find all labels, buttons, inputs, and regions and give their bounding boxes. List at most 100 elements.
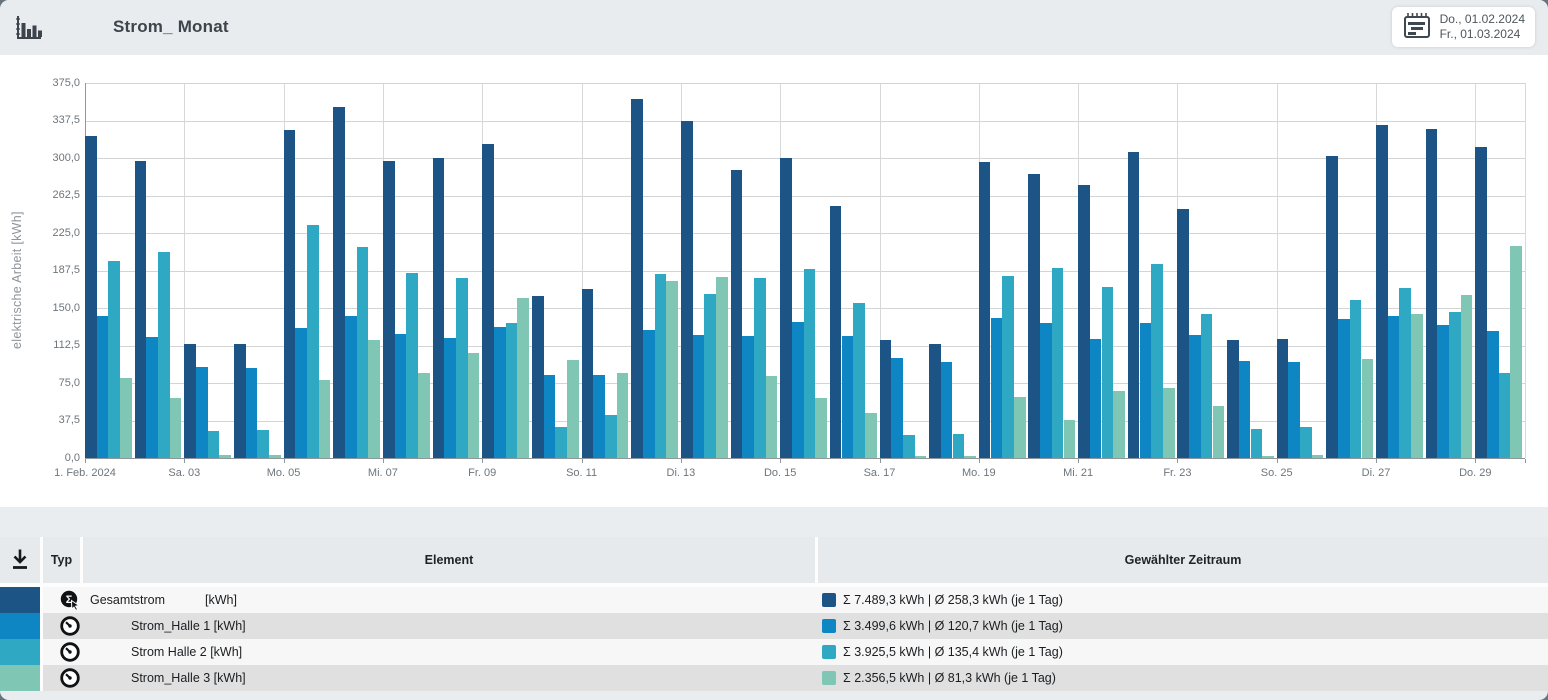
column-header-typ: Typ xyxy=(43,537,80,583)
bar-strom-halle-1-kwh- xyxy=(96,316,109,458)
x-tick-label: Fr. 23 xyxy=(1163,467,1192,479)
y-tick-label: 225,0 xyxy=(52,226,80,239)
bar-strom-halle-3-kwh- xyxy=(1411,314,1423,458)
series-color-swatch xyxy=(0,613,40,639)
zeitraum-color-swatch xyxy=(822,645,836,659)
series-color-swatch xyxy=(0,665,40,691)
bar-strom-halle-3-kwh- xyxy=(666,281,678,458)
x-tick-label: Mi. 21 xyxy=(1063,467,1094,479)
bar-strom-halle-1-kwh- xyxy=(146,337,159,458)
bar-strom-halle-3-kwh- xyxy=(368,340,381,458)
bar-strom-halle-3-kwh- xyxy=(1013,397,1026,458)
x-tick-mark xyxy=(1078,459,1080,463)
bar-strom-halle-3-kwh- xyxy=(914,456,927,458)
bar-strom-halle-2-kwh- xyxy=(1399,288,1412,458)
bar-strom-halle-2-kwh- xyxy=(1349,300,1362,458)
x-tick-label: Di. 13 xyxy=(666,467,696,479)
bar-strom-halle-1-kwh- xyxy=(1040,323,1052,458)
y-gridline xyxy=(85,83,1525,84)
bar-strom-halle-1-kwh- xyxy=(1437,325,1450,458)
bar-strom-halle-1-kwh- xyxy=(791,322,804,458)
bar-gesamtstrom-kwh- xyxy=(1376,125,1388,458)
bar-strom-halle-2-kwh- xyxy=(158,252,170,458)
bar-strom-halle-3-kwh- xyxy=(1262,456,1274,458)
bar-strom-halle-2-kwh- xyxy=(406,273,418,458)
bar-strom-halle-2-kwh- xyxy=(803,269,816,458)
bar-strom-halle-2-kwh- xyxy=(704,294,716,458)
bar-gesamtstrom-kwh- xyxy=(1425,129,1438,458)
bar-strom-halle-1-kwh- xyxy=(1089,339,1102,458)
bar-gesamtstrom-kwh- xyxy=(283,130,296,458)
x-tick-label: So. 25 xyxy=(1260,467,1293,479)
bar-strom-halle-2-kwh- xyxy=(902,435,915,458)
bar-strom-halle-2-kwh- xyxy=(654,274,667,458)
bar-gesamtstrom-kwh- xyxy=(85,136,97,458)
y-gridline xyxy=(85,195,1525,197)
zeitraum-color-swatch xyxy=(822,619,836,633)
table-row: Strom Halle 2 [kWh] Σ 3.925,5 kWh | Ø 135… xyxy=(0,639,1548,665)
bar-strom-halle-2-kwh- xyxy=(1200,314,1213,458)
bar-strom-halle-1-kwh- xyxy=(1189,335,1201,458)
y-tick-label: 112,5 xyxy=(53,339,80,351)
table-row-content: Σ Gesamtstrom [kWh] Σ 7.489,3 kWh | Ø 258,3… xyxy=(43,587,1548,613)
x-tick-mark xyxy=(879,459,881,463)
series-color-swatch xyxy=(0,587,40,613)
bar-strom-halle-2-kwh- xyxy=(1250,429,1263,458)
bar-strom-halle-1-kwh- xyxy=(1338,319,1350,458)
x-tick-label: Di. 27 xyxy=(1361,467,1391,479)
x-tick-label: 1. Feb. 2024 xyxy=(54,467,116,479)
download-button[interactable] xyxy=(0,537,40,583)
zeitraum-value: Σ 7.489,3 kWh | Ø 258,3 kWh (je 1 Tag) xyxy=(843,593,1063,607)
element-label: Strom_Halle 3 [kWh] xyxy=(131,671,246,685)
sum-calc-icon: Σ xyxy=(60,590,81,611)
bar-strom-halle-1-kwh- xyxy=(493,327,506,458)
bar-gesamtstrom-kwh- xyxy=(730,170,743,458)
bar-strom-halle-3-kwh- xyxy=(1361,359,1374,458)
bar-gesamtstrom-kwh- xyxy=(531,296,544,458)
calendar-icon xyxy=(1402,12,1432,43)
bar-strom-halle-3-kwh- xyxy=(1212,406,1225,458)
x-gridline xyxy=(1276,83,1278,458)
date-range-button[interactable]: Do., 01.02.2024 Fr., 01.03.2024 xyxy=(1391,7,1535,47)
bar-strom-halle-2-kwh- xyxy=(1151,264,1163,458)
bar-strom-halle-1-kwh- xyxy=(642,330,655,458)
bar-gesamtstrom-kwh- xyxy=(929,344,941,458)
x-tick-mark xyxy=(978,459,980,463)
bar-gesamtstrom-kwh- xyxy=(581,289,594,458)
element-label: Strom_Halle 1 [kWh] xyxy=(131,619,246,633)
bar-strom-halle-3-kwh- xyxy=(169,398,182,458)
y-tick-label: 262,5 xyxy=(52,189,80,201)
bar-strom-halle-2-kwh- xyxy=(505,323,518,458)
bar-strom-halle-1-kwh- xyxy=(593,375,605,458)
x-gridline xyxy=(879,83,881,458)
bar-gesamtstrom-kwh- xyxy=(1227,340,1239,458)
bar-strom-halle-1-kwh- xyxy=(1139,323,1152,458)
series-color-swatch xyxy=(0,639,40,665)
x-tick-mark xyxy=(1376,459,1377,463)
bar-gesamtstrom-kwh- xyxy=(1177,209,1190,458)
table-row: Σ Gesamtstrom [kWh] Σ 7.489,3 kWh | Ø 258,3… xyxy=(0,587,1548,613)
bar-strom-halle-2-kwh- xyxy=(1101,287,1114,458)
element-unit: [kWh] xyxy=(205,593,237,607)
bar-strom-halle-3-kwh- xyxy=(864,413,877,458)
y-gridline xyxy=(85,120,1525,122)
column-header-zeitraum: Gewählter Zeitraum xyxy=(818,537,1548,583)
x-tick-label: Do. 29 xyxy=(1459,467,1492,479)
bar-gesamtstrom-kwh- xyxy=(432,158,445,458)
bar-strom-halle-3-kwh- xyxy=(517,298,529,458)
x-tick-label: So. 11 xyxy=(566,467,598,479)
bar-strom-halle-2-kwh- xyxy=(307,225,319,458)
bar-strom-halle-1-kwh- xyxy=(692,335,705,458)
bar-strom-halle-3-kwh- xyxy=(318,380,331,458)
bar-strom-halle-2-kwh- xyxy=(108,261,121,458)
bar-strom-halle-1-kwh- xyxy=(1387,316,1400,458)
bar-strom-halle-1-kwh- xyxy=(245,368,258,458)
bar-gesamtstrom-kwh- xyxy=(829,206,842,458)
bar-strom-halle-3-kwh- xyxy=(815,398,827,458)
bar-strom-halle-3-kwh- xyxy=(269,455,281,458)
bar-gesamtstrom-kwh- xyxy=(1078,185,1090,458)
y-tick-label: 37,5 xyxy=(58,414,80,426)
bar-strom-halle-2-kwh- xyxy=(753,278,766,458)
bar-strom-halle-2-kwh- xyxy=(1002,276,1014,458)
bar-strom-halle-3-kwh- xyxy=(616,373,629,458)
